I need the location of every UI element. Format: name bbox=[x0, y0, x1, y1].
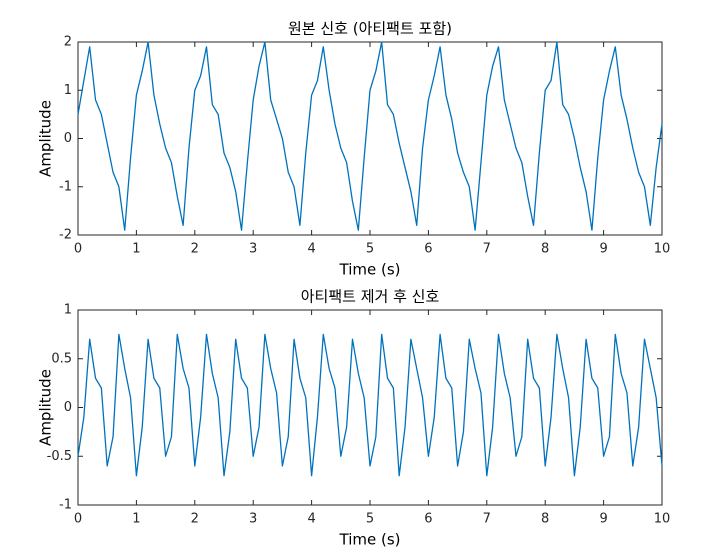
x-tick-label: 8 bbox=[541, 242, 549, 257]
chart-title: 원본 신호 (아티팩트 포함) bbox=[288, 20, 452, 38]
x-axis-label: Time (s) bbox=[339, 531, 401, 549]
x-tick-label: 4 bbox=[307, 242, 315, 257]
x-tick-label: 8 bbox=[541, 512, 549, 527]
plot-area bbox=[77, 41, 663, 236]
y-axis-label: Amplitude bbox=[37, 100, 55, 177]
x-tick-label: 6 bbox=[424, 242, 432, 257]
plot-area bbox=[77, 309, 663, 506]
y-tick-label: -1 bbox=[59, 179, 72, 194]
y-tick-label: 2 bbox=[64, 35, 72, 50]
x-tick-label: 3 bbox=[249, 512, 257, 527]
x-tick-label: 1 bbox=[132, 242, 140, 257]
chart-title: 아티팩트 제거 후 신호 bbox=[301, 288, 440, 306]
x-tick-label: 10 bbox=[654, 242, 671, 257]
y-tick-label: -2 bbox=[59, 228, 72, 243]
signal-line bbox=[77, 333, 663, 477]
y-axis-label: Amplitude bbox=[37, 369, 55, 446]
x-tick-label: 7 bbox=[483, 242, 491, 257]
x-tick-label: 1 bbox=[132, 512, 140, 527]
x-tick-label: 9 bbox=[599, 242, 607, 257]
y-tick-label: 0.5 bbox=[51, 351, 72, 366]
x-tick-label: 5 bbox=[366, 512, 374, 527]
y-tick-label: 0 bbox=[64, 131, 72, 146]
signal-line bbox=[77, 41, 663, 231]
x-tick-label: 3 bbox=[249, 242, 257, 257]
x-tick-label: 6 bbox=[424, 512, 432, 527]
x-axis-label: Time (s) bbox=[339, 261, 401, 279]
x-tick-label: 10 bbox=[654, 512, 671, 527]
x-tick-label: 9 bbox=[599, 512, 607, 527]
y-tick-label: 1 bbox=[64, 83, 72, 98]
y-tick-label: -0.5 bbox=[47, 449, 72, 464]
x-tick-label: 0 bbox=[74, 512, 82, 527]
x-tick-label: 7 bbox=[483, 512, 491, 527]
y-tick-label: 0 bbox=[64, 400, 72, 415]
x-tick-label: 2 bbox=[191, 242, 199, 257]
x-tick-label: 2 bbox=[191, 512, 199, 527]
x-tick-label: 0 bbox=[74, 242, 82, 257]
x-tick-label: 5 bbox=[366, 242, 374, 257]
x-tick-label: 4 bbox=[307, 512, 315, 527]
y-tick-label: 1 bbox=[64, 303, 72, 318]
y-tick-label: -1 bbox=[59, 498, 72, 513]
